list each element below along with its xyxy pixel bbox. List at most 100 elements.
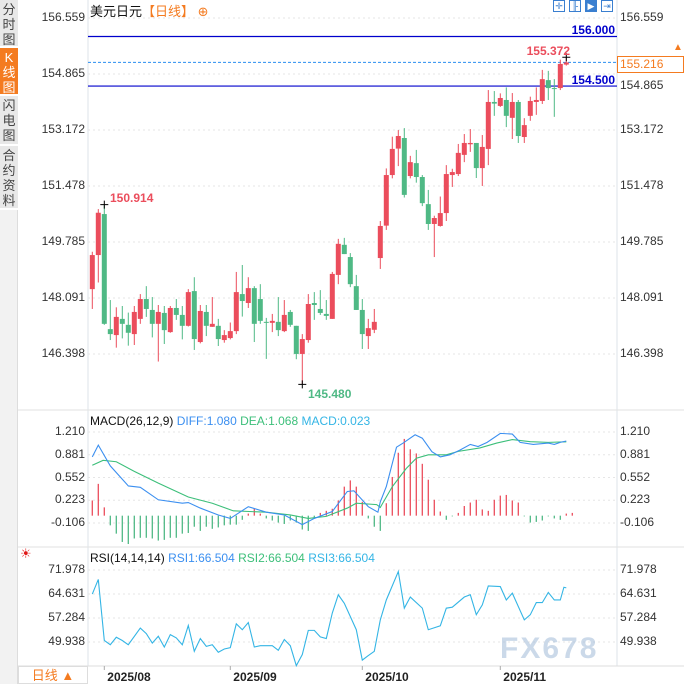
candle-body [437, 213, 443, 226]
macd-value: MACD:0.023 [301, 414, 371, 428]
period-label: 【日线】 [142, 4, 195, 19]
candle-body [101, 214, 107, 324]
left-axis-tick-label: 149.785 [41, 234, 85, 248]
right-axis-tick-label: 151.478 [620, 178, 664, 193]
left-axis-tick-label: 1.210 [54, 424, 85, 438]
candle-body [95, 212, 101, 256]
candle-body [251, 288, 257, 324]
lower-level-label: 154.500 [571, 73, 615, 87]
cursor-icon[interactable]: ▶ [585, 0, 597, 12]
candle-body [341, 244, 347, 255]
right-axis-tick-label: 0.223 [620, 492, 651, 507]
rsi-line [91, 569, 567, 668]
left-axis-tick-label: 156.559 [41, 10, 85, 24]
candle-body [413, 163, 419, 178]
candle-body [521, 125, 527, 138]
right-axis-tick-label: 0.881 [620, 446, 651, 461]
candle-body [533, 99, 539, 102]
left-axis-tick-label: 0.223 [54, 492, 85, 507]
range-icon[interactable]: ╟ [569, 0, 581, 12]
candle-body [401, 138, 407, 195]
left-axis-tick-label: 49.938 [48, 634, 85, 648]
candle-body [515, 101, 521, 137]
candle-body [287, 311, 293, 325]
exit-icon[interactable]: ⇥ [601, 0, 613, 12]
candle-body [359, 309, 365, 335]
candle-body [449, 172, 455, 176]
plus-circle-icon[interactable]: ⊕ [194, 4, 209, 19]
candle-body [155, 311, 161, 324]
high-price-label: 155.372 [526, 44, 570, 58]
candle-body [269, 320, 275, 323]
date-label: 2025/09 [233, 670, 277, 684]
right-axis-tick-label: 64.631 [620, 586, 657, 600]
candle-body [293, 325, 299, 354]
candle-body [233, 292, 239, 332]
left-axis-tick-label: 146.398 [41, 346, 85, 360]
rsi3-value: RSI3:66.504 [308, 551, 375, 565]
candle-body [167, 307, 173, 333]
rsi-legend: RSI(14,14,14) RSI1:66.504 RSI2:66.504 RS… [90, 551, 375, 565]
candle-body [473, 142, 479, 169]
candle-body [551, 88, 557, 90]
left-axis-tick-label: 57.284 [48, 610, 85, 624]
tab-time-chart[interactable]: 分时图 [0, 0, 18, 48]
candle-body [563, 62, 569, 65]
candle-body [161, 312, 167, 331]
candle-body [131, 311, 137, 335]
candle-body [497, 97, 503, 106]
candle-body [335, 243, 341, 275]
left-axis-tick-label: 153.172 [41, 122, 85, 136]
right-axis-tick-label: 71.978 [620, 562, 657, 576]
candle-body [509, 101, 515, 118]
rsi-title: RSI(14,14,14) [90, 551, 165, 565]
candle-body [419, 177, 425, 204]
crosshair-marker [100, 200, 109, 209]
macd-diff-value: DIFF:1.080 [176, 414, 237, 428]
upper-level-label: 156.000 [571, 23, 615, 37]
current-price-badge: 155.216 [617, 56, 684, 73]
tab-flash-chart[interactable]: 闪电图 [0, 96, 18, 146]
candle-body [209, 323, 215, 327]
candle-body [215, 325, 221, 340]
candle-body [329, 273, 335, 319]
macd-dea-value: DEA:1.068 [240, 414, 299, 428]
candle-body [179, 314, 185, 326]
right-axis-tick-label: 1.210 [620, 424, 651, 438]
collapse-arrow-icon[interactable]: ▲ [673, 42, 683, 53]
tab-contract-info[interactable]: 合约资料 [0, 146, 18, 210]
right-axis-tick-label: 57.284 [620, 610, 657, 624]
right-axis-tick-label: 149.785 [620, 234, 664, 248]
candle-body [377, 225, 383, 259]
date-label: 2025/10 [365, 670, 409, 684]
crosshair-icon[interactable]: ✛ [553, 0, 565, 12]
candle-body [281, 314, 287, 332]
candle-body [203, 311, 209, 326]
left-axis-tick-label: 0.552 [54, 469, 85, 484]
right-axis-tick-label: 146.398 [620, 346, 664, 360]
right-axis-tick-label: 153.172 [620, 122, 664, 136]
right-axis-tick-label: 49.938 [620, 634, 657, 648]
crosshair-marker [562, 53, 571, 62]
candle-body [119, 318, 125, 324]
period-selector-button[interactable]: 日线 ▲ [18, 666, 88, 684]
candle-body [89, 255, 95, 290]
candle-body [311, 303, 317, 305]
candle-body [431, 218, 437, 224]
right-axis-tick-label: -0.106 [620, 515, 655, 529]
dea-line [92, 439, 567, 519]
candle-body [461, 142, 467, 155]
rsi2-value: RSI2:66.504 [238, 551, 305, 565]
right-axis-tick-label: 148.091 [620, 290, 664, 305]
candle-body [125, 324, 131, 333]
candle-body [467, 142, 473, 145]
candle-body [485, 101, 491, 149]
candle-body [371, 321, 377, 330]
sun-settings-icon[interactable]: ☀ [20, 546, 32, 561]
candle-body [539, 79, 545, 101]
candle-body [257, 299, 263, 321]
macd-legend: MACD(26,12,9) DIFF:1.080 DEA:1.068 MACD:… [90, 414, 370, 428]
tab-k-line-chart[interactable]: K线图 [0, 48, 18, 96]
right-axis-tick-label: 0.552 [620, 469, 651, 484]
